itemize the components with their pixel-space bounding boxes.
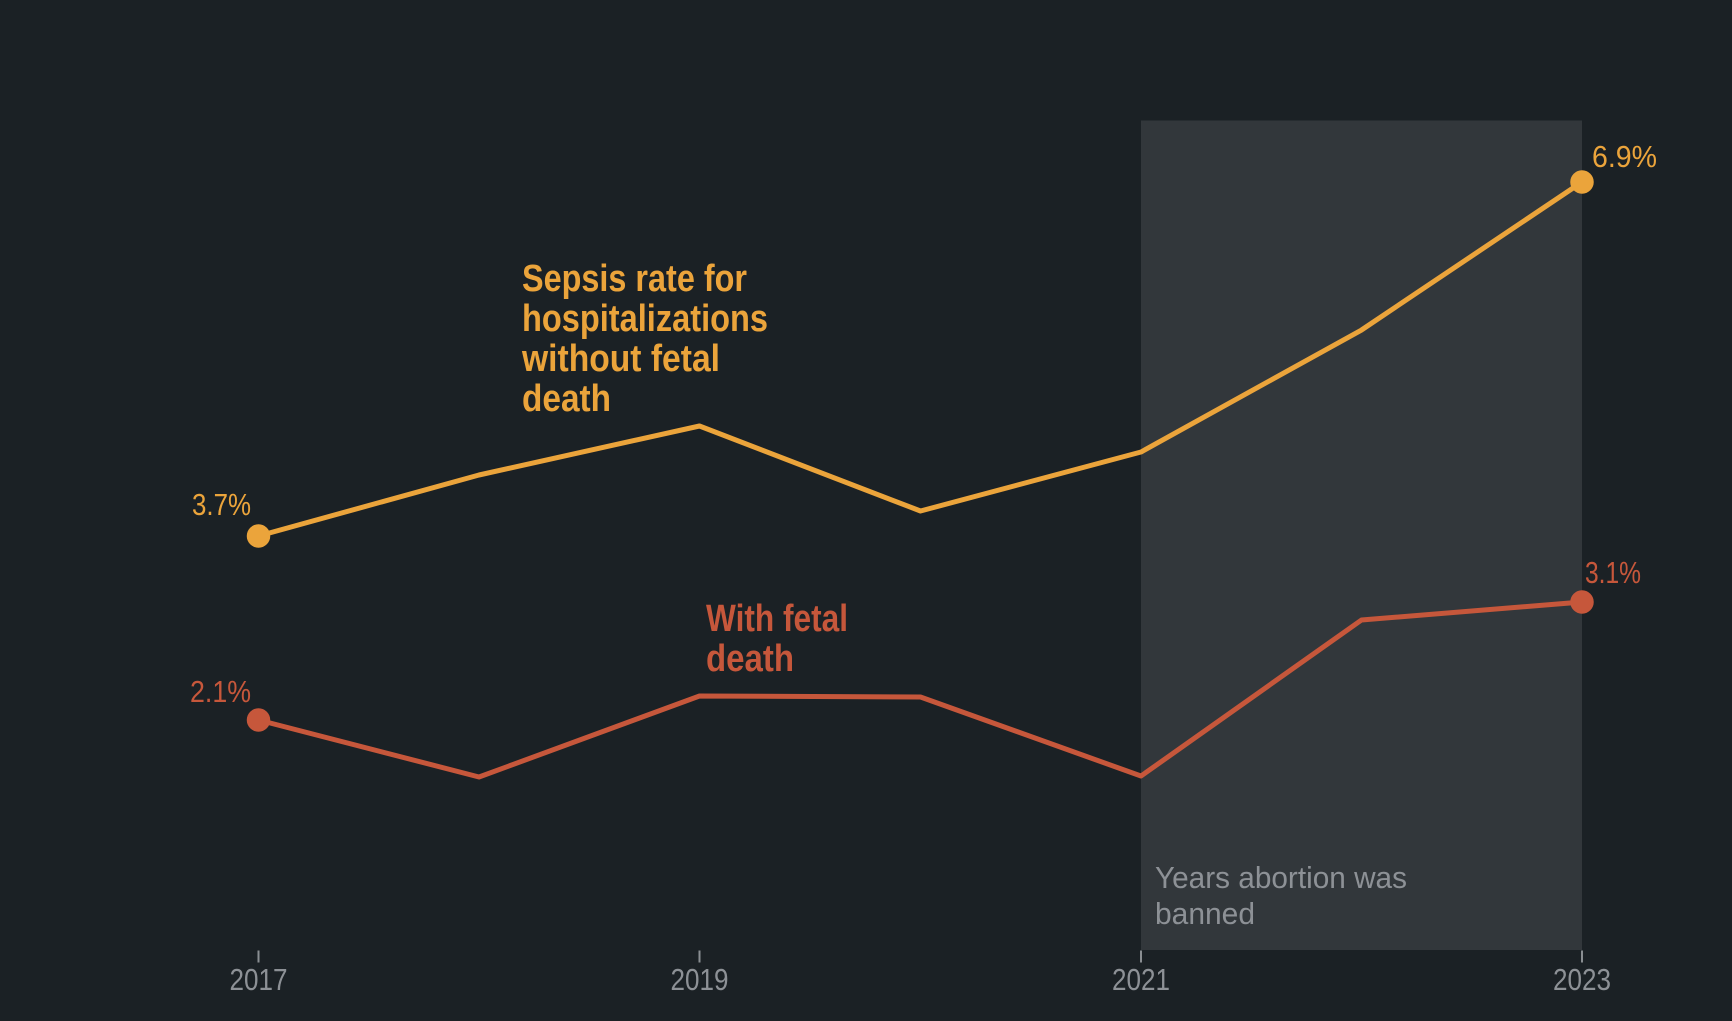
svg-text:6.9%: 6.9%	[1592, 139, 1657, 174]
svg-text:without fetal: without fetal	[521, 338, 720, 380]
svg-text:Sepsis rate for: Sepsis rate for	[522, 258, 747, 300]
svg-text:2021: 2021	[1112, 962, 1170, 997]
svg-text:2017: 2017	[230, 962, 288, 997]
svg-text:Years abortion was: Years abortion was	[1155, 860, 1407, 895]
svg-text:3.7%: 3.7%	[192, 487, 251, 522]
svg-text:banned: banned	[1155, 896, 1255, 931]
svg-text:3.1%: 3.1%	[1585, 555, 1641, 590]
svg-text:2019: 2019	[671, 962, 729, 997]
svg-text:death: death	[522, 378, 611, 420]
svg-text:death: death	[706, 638, 794, 680]
svg-text:2023: 2023	[1553, 962, 1611, 997]
svg-text:hospitalizations: hospitalizations	[522, 298, 768, 340]
svg-text:2.1%: 2.1%	[190, 674, 251, 709]
svg-text:With fetal: With fetal	[706, 598, 848, 640]
